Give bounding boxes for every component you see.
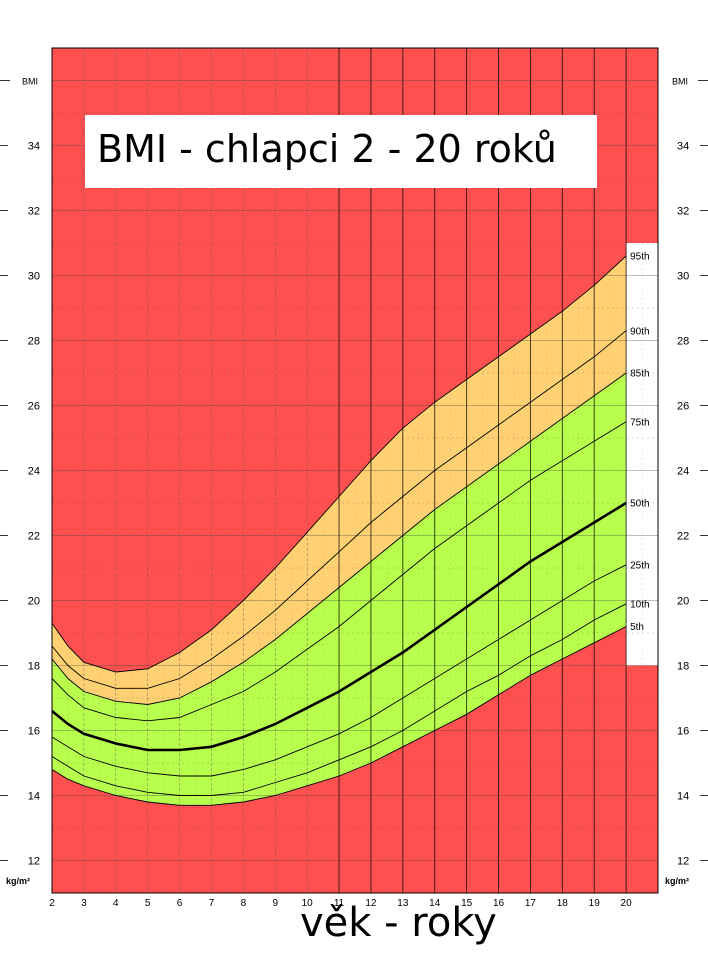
x-tick-label: 14	[429, 898, 441, 909]
y-tick-label-left: 28	[28, 336, 40, 348]
y-tick-label-right: 18	[677, 661, 689, 673]
percentile-labels: 95th 90th 85th 75th 50th 25th 10th 5th	[630, 252, 649, 634]
percentile-label-90th: 90th	[630, 326, 649, 337]
percentile-label-5th: 5th	[630, 622, 644, 633]
y-tick-label-right: 32	[677, 206, 689, 218]
curve-5th	[51, 626, 627, 806]
x-tick-label: 12	[365, 898, 377, 909]
y-tick-label-left: 30	[28, 271, 40, 283]
x-tick-label: 19	[589, 898, 601, 909]
x-tick-label: 5	[145, 898, 151, 909]
plot-frame	[51, 47, 659, 894]
y-tick-label-right: 30	[677, 271, 689, 283]
x-tick-label: 8	[241, 898, 247, 909]
unit-label-right: kg/m²	[665, 876, 689, 886]
y-tick-label-right: 16	[677, 726, 689, 738]
x-tick-label: 17	[525, 898, 537, 909]
y-axis-title-left: BMI	[22, 77, 38, 87]
y-tick-label-left: 32	[28, 206, 40, 218]
unit-label-left: kg/m²	[6, 876, 30, 886]
y-tick-label-left: 16	[28, 726, 40, 738]
y-tick-label-right: 12	[677, 856, 689, 868]
y-tick-label-right: 14	[677, 791, 689, 803]
y-tick-label-left: 34	[28, 141, 40, 153]
x-tick-label: 3	[81, 898, 87, 909]
x-tick-label: 9	[272, 898, 278, 909]
curve-50th	[51, 501, 627, 752]
curve-75th	[51, 421, 627, 722]
percentile-label-50th: 50th	[630, 499, 649, 510]
percentile-label-25th: 25th	[630, 560, 649, 571]
x-tick-label: 2	[49, 898, 55, 909]
curve-95th	[51, 255, 627, 673]
y-tick-label-right: 24	[677, 466, 689, 478]
x-tick-label: 7	[209, 898, 215, 909]
percentile-curves	[51, 255, 627, 806]
x-tick-label: 10	[302, 898, 314, 909]
x-tick-label: 20	[621, 898, 633, 909]
x-axis-title: věk - roky	[300, 900, 497, 946]
percentile-label-75th: 75th	[630, 417, 649, 428]
y-tick-label-left: 14	[28, 791, 40, 803]
grid-lines	[51, 48, 659, 893]
y-axis-title-right: BMI	[672, 77, 688, 87]
x-tick-label: 4	[113, 898, 119, 909]
percentile-label-85th: 85th	[630, 369, 649, 380]
y-tick-label-left: 24	[28, 466, 40, 478]
y-tick-label-right: 20	[677, 596, 689, 608]
y-tick-label-right: 34	[677, 141, 689, 153]
y-tick-label-left: 12	[28, 856, 40, 868]
chart-title: BMI - chlapci 2 - 20 roků	[85, 115, 597, 188]
y-tick-label-right: 28	[677, 336, 689, 348]
curve-10th	[51, 603, 627, 796]
y-tick-label-left: 20	[28, 596, 40, 608]
y-tick-label-left: 22	[28, 531, 40, 543]
curve-90th	[51, 330, 627, 689]
y-tick-label-right: 26	[677, 401, 689, 413]
x-tick-label: 13	[397, 898, 409, 909]
y-tick-label-left: 18	[28, 661, 40, 673]
percentile-label-95th: 95th	[630, 252, 649, 263]
curve-25th	[51, 564, 627, 777]
y-tick-label-right: 22	[677, 531, 689, 543]
x-tick-label: 11	[334, 898, 345, 909]
x-tick-label: 15	[461, 898, 473, 909]
x-tick-label: 16	[493, 898, 505, 909]
percentile-label-10th: 10th	[630, 599, 649, 610]
x-tick-label: 18	[557, 898, 569, 909]
x-tick-label: 6	[177, 898, 183, 909]
curve-85th	[51, 372, 627, 705]
y-tick-label-left: 26	[28, 401, 40, 413]
